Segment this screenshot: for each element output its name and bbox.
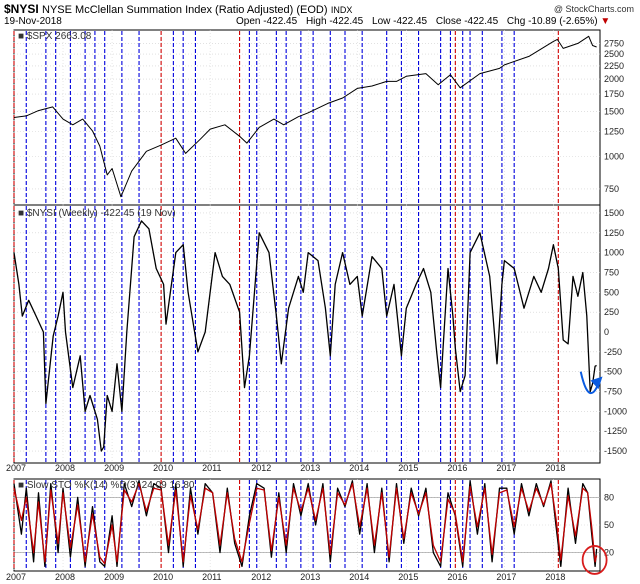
series-line [13,482,598,565]
x-tick-label: 2018 [545,463,565,473]
x-tick-label: 2017 [496,572,516,582]
chg-label: Chg [506,16,526,27]
x-tick-label: 2016 [447,572,467,582]
annotations [579,371,608,575]
open-value: -422.45 [263,16,298,27]
chart-title: $NYSI NYSE McClellan Summation Index (Ra… [4,2,352,16]
chg-value: -10.89 (-2.65%) [528,16,598,27]
x-tick-label: 2007 [6,572,26,582]
y-tick-label: 1750 [604,89,624,99]
y-tick-label: 1000 [604,248,624,258]
y-tick-label: -1000 [604,406,627,416]
high-label: High [305,16,327,27]
y-tick-label: 1250 [604,127,624,137]
watermark: @ StockCharts.com [553,4,634,14]
y-tick-label: -750 [604,387,622,397]
x-tick-label: 2017 [496,463,516,473]
y-tick-label: 2750 [604,38,624,48]
series-line [13,220,597,452]
close-label: Close [435,16,462,27]
high-value: -422.45 [329,16,364,27]
y-tick-label: 250 [604,307,619,317]
x-tick-label: 2018 [545,572,565,582]
y-tick-label: 2250 [604,61,624,71]
y-tick-label: -250 [604,347,622,357]
x-tick-label: 2008 [55,463,75,473]
x-tick-label: 2010 [153,572,173,582]
low-label: Low [372,16,391,27]
price-panel-frame [13,29,601,206]
y-tick-label: -1500 [604,446,627,456]
quote-line: Open -422.45 High -422.45 Low -422.45 Cl… [236,16,610,27]
open-label: Open [236,16,261,27]
low-value: -422.45 [393,16,428,27]
x-tick-label: 2012 [251,572,271,582]
x-tick-label: 2013 [300,572,320,582]
series-line [13,480,598,568]
x-tick-label: 2014 [349,463,369,473]
down-arrow-icon: ▼ [600,16,611,27]
x-tick-label: 2008 [55,572,75,582]
x-tick-label: 2014 [349,572,369,582]
nysi-panel-frame [13,204,601,464]
exchange: INDX [330,5,353,15]
nysi-legend: ■ $NYSI (Weekly) -422.45 (19 Nov) [18,208,176,219]
stochastic-legend: ■ Slow STO %K(14) %D(3) 24.09 16.80 [18,480,195,491]
y-tick-label: 750 [604,184,619,194]
data-series [13,35,598,568]
y-tick-label: 1000 [604,152,624,162]
quote-date: 19-Nov-2018 [4,16,62,27]
x-tick-label: 2009 [104,463,124,473]
x-tick-label: 2010 [153,463,173,473]
signal-lines [13,31,559,570]
x-tick-label: 2015 [398,463,418,473]
y-tick-label: 1500 [604,208,624,218]
x-tick-label: 2009 [104,572,124,582]
y-tick-label: 500 [604,287,619,297]
price-legend: ■ $SPX 2663.08 [18,31,92,42]
y-tick-label: 0 [604,327,609,337]
x-tick-label: 2011 [202,463,221,473]
arrow-head-icon [590,376,603,390]
index-name: NYSE McClellan Summation Index (Ratio Ad… [42,4,328,16]
y-tick-label: 2000 [604,74,624,84]
y-tick-label: 50 [604,520,614,530]
chart-header: $NYSI NYSE McClellan Summation Index (Ra… [0,0,640,30]
x-tick-label: 2015 [398,572,418,582]
series-line [13,35,597,198]
y-tick-label: 750 [604,267,619,277]
close-value: -422.45 [464,16,499,27]
highlight-circle [581,545,608,575]
x-tick-label: 2007 [6,463,26,473]
axis-ticks: 75010001250150017502000225025002750-1500… [6,38,627,582]
y-tick-label: 20 [604,548,614,558]
y-tick-label: 1500 [604,106,624,116]
x-tick-label: 2016 [447,463,467,473]
symbol: $NYSI [4,2,39,16]
y-tick-label: 80 [604,492,614,502]
y-tick-label: 2500 [604,49,624,59]
y-tick-label: -1250 [604,426,627,436]
y-tick-label: -500 [604,367,622,377]
x-tick-label: 2011 [202,572,221,582]
x-tick-label: 2012 [251,463,271,473]
y-tick-label: 1250 [604,228,624,238]
x-tick-label: 2013 [300,463,320,473]
